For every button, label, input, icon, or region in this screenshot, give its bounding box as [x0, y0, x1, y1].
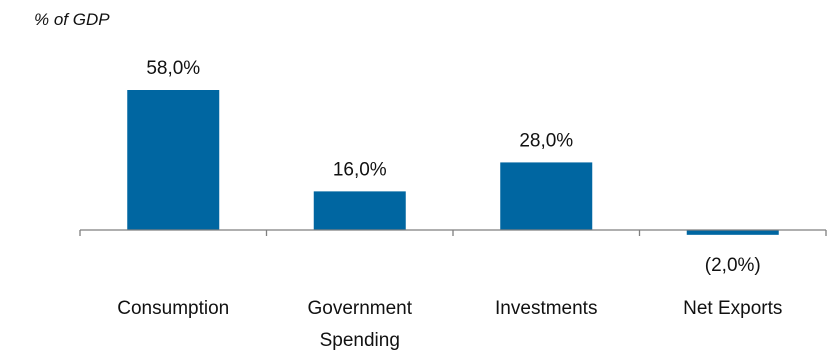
data-labels-group: 58,0% 16,0% 28,0% (2,0%) — [146, 58, 760, 276]
x-axis — [79, 229, 827, 236]
unit-label: % of GDP — [34, 10, 110, 29]
data-label-government-spending: 16,0% — [333, 159, 387, 180]
category-label-net-exports: Net Exports — [683, 298, 782, 319]
data-label-net-exports: (2,0%) — [705, 255, 761, 276]
category-label-investments: Investments — [495, 298, 597, 319]
data-label-investments: 28,0% — [519, 130, 573, 151]
bars-group — [127, 90, 779, 235]
data-label-consumption: 58,0% — [146, 58, 200, 79]
bar-consumption — [127, 90, 220, 230]
category-labels-group: Consumption Government Spending Investments… — [117, 298, 782, 351]
category-label-government-spending: Government Spending — [307, 298, 412, 351]
category-label-consumption: Consumption — [117, 298, 229, 319]
bar-investments — [500, 162, 593, 230]
bar-net-exports — [686, 230, 779, 235]
bar-government-spending — [313, 191, 406, 230]
